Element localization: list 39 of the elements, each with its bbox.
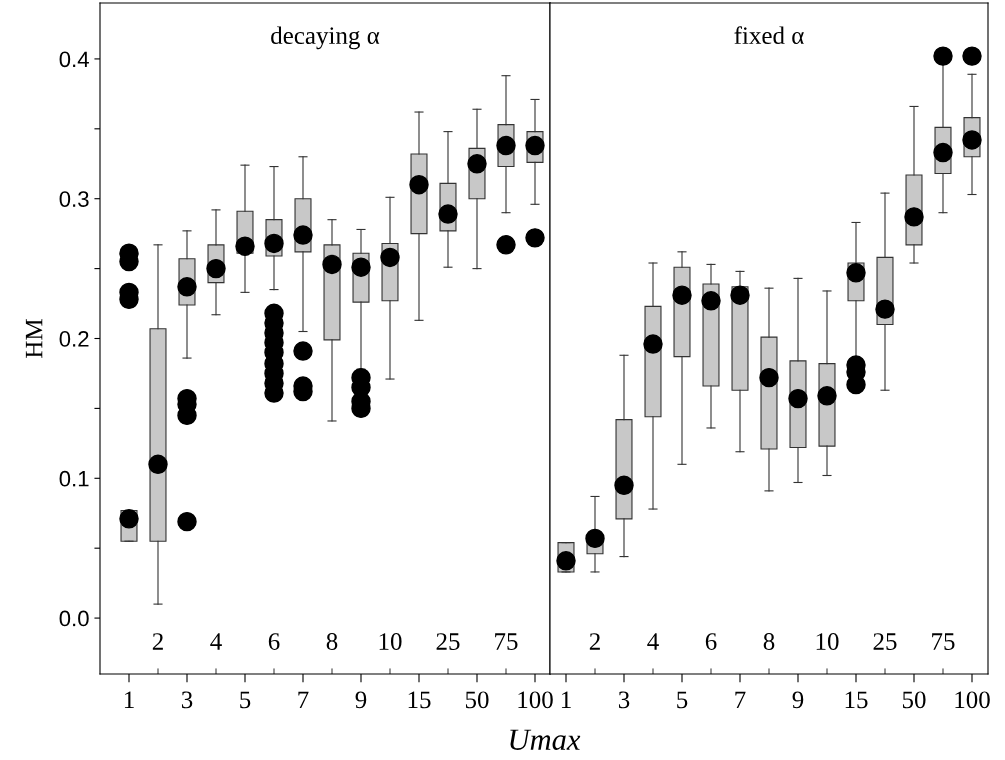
x-tick-label: 10 [379, 633, 402, 650]
x-tick-label: 8 [326, 633, 338, 650]
x-tick-label: 4 [210, 633, 222, 650]
x-tick-label: 25 [873, 633, 897, 650]
text: decaying α [271, 26, 380, 50]
x-tick-label: 6 [268, 633, 280, 650]
y-tick-label: 0.4 [59, 51, 89, 68]
y-axis-title: HM [25, 319, 43, 358]
x-tick-label: 7 [735, 691, 746, 709]
x-tick-label: 4 [647, 633, 659, 650]
x-tick-label: 9 [792, 691, 804, 709]
x-tick-label: 15 [845, 691, 868, 709]
x-tick-label: 5 [240, 691, 251, 709]
y-tick-label: 0.1 [59, 470, 89, 487]
x-tick-label: 1 [124, 691, 134, 709]
x-tick-label: 75 [932, 633, 955, 650]
x-tick-label: 5 [677, 691, 688, 709]
y-tick-label: 0.0 [59, 610, 89, 627]
x-tick-label: 100 [518, 691, 553, 709]
x-tick-label: 75 [495, 633, 518, 650]
x-axis-title: Umax [510, 729, 581, 751]
x-tick-label: 25 [436, 633, 460, 650]
x-tick-label: 50 [465, 691, 489, 709]
y-tick-label: 0.3 [59, 191, 89, 207]
x-tick-label: 3 [618, 691, 630, 709]
y-tick-label: 0.2 [59, 331, 89, 347]
x-tick-label: 15 [408, 691, 431, 709]
x-tick-label: 2 [152, 633, 163, 650]
x-tick-label: 7 [298, 691, 309, 709]
x-tick-label: 2 [589, 633, 600, 650]
x-tick-label: 100 [955, 691, 990, 709]
x-tick-label: 9 [355, 691, 367, 709]
x-tick-label: 50 [902, 691, 926, 709]
x-tick-label: 10 [816, 633, 839, 650]
x-tick-label: 1 [561, 691, 571, 709]
text: fixed α [734, 26, 804, 45]
x-tick-label: 3 [181, 691, 193, 709]
x-tick-label: 6 [705, 633, 717, 650]
x-tick-label: 8 [763, 633, 775, 650]
